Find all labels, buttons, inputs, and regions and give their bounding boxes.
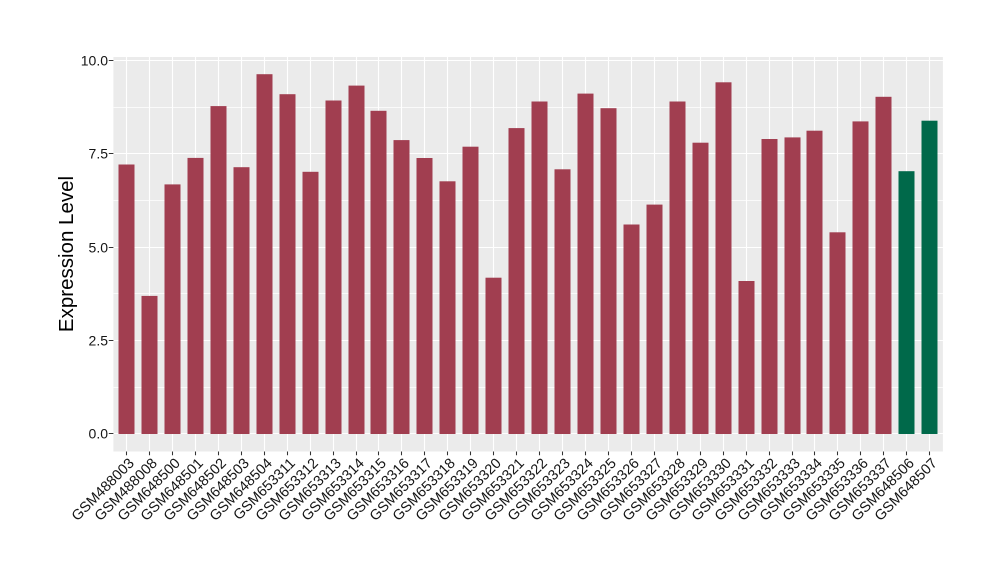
svg-text:0.0: 0.0 — [89, 426, 109, 442]
svg-text:7.5: 7.5 — [89, 146, 109, 162]
svg-text:2.5: 2.5 — [89, 333, 109, 349]
svg-text:10.0: 10.0 — [81, 53, 108, 69]
svg-text:Expression Level: Expression Level — [55, 176, 78, 332]
svg-text:5.0: 5.0 — [89, 240, 109, 256]
